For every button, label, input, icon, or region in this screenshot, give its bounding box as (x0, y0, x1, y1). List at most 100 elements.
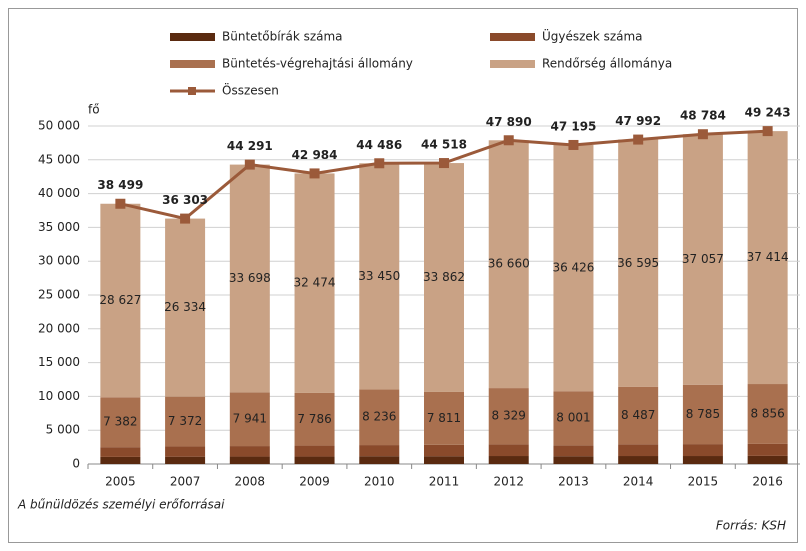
bar-segment (229, 456, 270, 464)
x-tick-label: 2012 (493, 475, 524, 489)
total-marker (568, 139, 579, 150)
bar-segment (424, 444, 464, 457)
bar-segment (747, 384, 788, 444)
legend-label: Büntetőbírák száma (222, 30, 343, 44)
bar-segment (100, 447, 141, 457)
x-tick-label: 2009 (299, 475, 330, 489)
x-tick-label: 2014 (623, 475, 654, 489)
frame (8, 8, 798, 543)
value-label: 8 001 (556, 411, 590, 425)
bar-segment (747, 455, 788, 464)
value-label: 28 627 (99, 293, 141, 307)
bar-segment (229, 392, 270, 447)
x-tick-label: 2005 (105, 475, 136, 489)
value-label: 37 414 (747, 250, 789, 264)
value-label: 8 487 (621, 408, 655, 422)
total-label: 49 243 (745, 106, 791, 120)
legend-swatch (170, 60, 215, 68)
total-label: 38 499 (97, 178, 143, 192)
y-tick-label: 30 000 (38, 254, 80, 268)
bar-segment (294, 445, 335, 457)
x-tick-label: 2008 (235, 475, 266, 489)
x-tick-label: 2013 (558, 475, 589, 489)
value-label: 7 811 (427, 411, 461, 425)
bar-segment (553, 144, 594, 392)
bar-segment (747, 131, 788, 385)
value-label: 37 057 (682, 252, 724, 266)
bar-segment (294, 392, 335, 446)
bar-segment (618, 386, 659, 445)
value-label: 26 334 (164, 300, 206, 314)
bar-segment (294, 456, 335, 464)
bar-segment (359, 456, 400, 464)
total-label: 36 303 (162, 193, 208, 207)
bar-segment (359, 163, 400, 390)
value-label: 32 474 (294, 276, 336, 290)
legend-swatch (490, 60, 535, 68)
bar-segment (682, 456, 723, 464)
total-marker (503, 135, 514, 146)
value-label: 33 450 (358, 269, 400, 283)
total-marker (115, 198, 126, 209)
bar-segment (100, 203, 141, 398)
total-label: 44 291 (227, 139, 273, 153)
total-label: 48 784 (680, 109, 726, 123)
total-marker (244, 159, 255, 170)
total-label: 44 518 (421, 138, 467, 152)
bar-segment (359, 389, 400, 446)
y-tick-label: 50 000 (38, 119, 80, 133)
value-label: 33 862 (423, 270, 465, 284)
value-label: 7 941 (233, 412, 267, 426)
value-label: 36 595 (617, 256, 659, 270)
x-tick-label: 2015 (688, 475, 719, 489)
legend-label: Büntetés-végrehajtási állomány (222, 57, 413, 71)
bar-segment (747, 443, 788, 456)
bar-segment (618, 444, 659, 457)
bar-segment (488, 444, 529, 457)
total-marker (309, 168, 320, 179)
x-tick-label: 2007 (170, 475, 201, 489)
total-marker (633, 134, 644, 145)
value-label: 7 372 (168, 414, 202, 428)
bar-segment (424, 163, 464, 392)
bar-segment (424, 456, 464, 464)
y-tick-label: 20 000 (38, 321, 80, 335)
bar-segment (165, 396, 206, 447)
y-tick-label: 45 000 (38, 152, 80, 166)
bar-segment (682, 444, 723, 457)
legend-label: Összesen (222, 82, 279, 98)
bar-segment (618, 139, 659, 387)
bar-segment (682, 134, 723, 385)
total-marker (374, 158, 385, 169)
y-tick-label: 0 (72, 457, 80, 471)
total-label: 42 984 (292, 148, 338, 162)
bar-segment (229, 164, 270, 393)
total-marker (439, 158, 449, 169)
bar-segment (553, 445, 594, 457)
bar-segment (488, 388, 529, 445)
x-tick-label: 2010 (364, 475, 395, 489)
bar-segment (165, 456, 206, 464)
y-tick-label: 25 000 (38, 288, 80, 302)
value-label: 33 698 (229, 271, 271, 285)
total-marker (180, 213, 191, 224)
total-marker (697, 129, 708, 140)
y-tick-label: 15 000 (38, 355, 80, 369)
value-label: 8 329 (492, 409, 526, 423)
legend-swatch (490, 33, 535, 41)
bar-segment (100, 397, 141, 448)
total-label: 47 992 (615, 114, 661, 128)
total-label: 47 890 (486, 115, 532, 129)
legend-label: Ügyészek száma (542, 28, 643, 44)
bar-segment (359, 445, 400, 457)
bar-segment (165, 218, 206, 397)
x-tick-label: 2016 (752, 475, 783, 489)
y-axis-label: fő (88, 103, 100, 117)
bar-segment (488, 140, 529, 389)
bar-segment (165, 446, 206, 457)
bar-segment (229, 446, 270, 457)
y-tick-label: 5 000 (46, 423, 80, 437)
value-label: 7 786 (297, 412, 331, 426)
bar-segment (424, 391, 464, 445)
